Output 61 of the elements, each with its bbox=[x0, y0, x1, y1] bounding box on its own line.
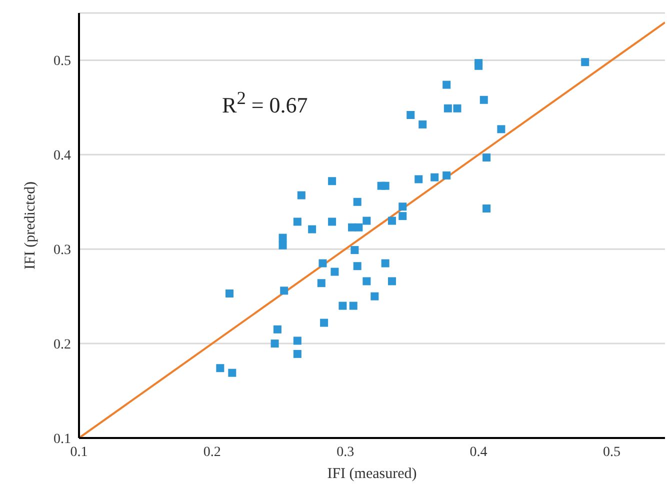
point bbox=[293, 336, 302, 345]
point bbox=[381, 182, 390, 190]
x-axis-title: IFI (measured) bbox=[327, 466, 417, 482]
point bbox=[318, 259, 327, 268]
point bbox=[328, 218, 336, 226]
point bbox=[414, 175, 423, 184]
x-tick-label: 0.5 bbox=[602, 444, 620, 460]
point bbox=[442, 171, 451, 180]
point bbox=[388, 216, 396, 225]
point bbox=[406, 111, 415, 119]
point bbox=[270, 340, 279, 348]
point bbox=[338, 302, 347, 310]
point bbox=[453, 104, 462, 112]
y-axis-title: IFI (predicted) bbox=[22, 182, 38, 270]
point bbox=[228, 368, 236, 377]
y-tick-label: 0.5 bbox=[54, 54, 71, 70]
point bbox=[482, 154, 491, 162]
x-tick-label: 0.4 bbox=[470, 444, 488, 460]
x-tick-label: 0.3 bbox=[336, 444, 354, 460]
point bbox=[353, 262, 362, 270]
y-tick-label: 0.1 bbox=[54, 432, 71, 447]
point bbox=[430, 173, 439, 182]
point bbox=[330, 268, 339, 276]
point bbox=[354, 223, 363, 232]
point bbox=[280, 286, 288, 295]
point bbox=[497, 125, 506, 134]
point bbox=[362, 277, 371, 286]
point bbox=[328, 177, 336, 186]
point bbox=[317, 279, 326, 288]
point bbox=[474, 62, 483, 70]
x-tick-label: 0.2 bbox=[203, 444, 221, 460]
point bbox=[278, 234, 287, 242]
point bbox=[362, 216, 371, 225]
point bbox=[297, 191, 306, 200]
point bbox=[278, 241, 287, 250]
point bbox=[353, 198, 362, 206]
point bbox=[581, 58, 590, 66]
point bbox=[370, 292, 379, 300]
x-tick-label: 0.1 bbox=[70, 444, 88, 460]
point bbox=[388, 277, 396, 286]
point bbox=[418, 120, 427, 128]
point bbox=[273, 325, 282, 334]
point bbox=[444, 104, 452, 112]
point bbox=[398, 212, 407, 220]
point bbox=[381, 259, 390, 268]
point bbox=[308, 225, 316, 234]
annotation: R$^{2}$ = 0.67 bbox=[222, 88, 308, 118]
point bbox=[225, 290, 234, 298]
y-tick-label: 0.4 bbox=[54, 148, 71, 164]
point bbox=[442, 80, 451, 89]
point bbox=[350, 246, 359, 254]
point bbox=[320, 318, 328, 327]
point bbox=[480, 96, 488, 104]
y-tick-label: 0.3 bbox=[54, 243, 71, 258]
point bbox=[216, 364, 224, 372]
point bbox=[293, 350, 302, 358]
point bbox=[349, 302, 358, 310]
point bbox=[398, 202, 407, 211]
point bbox=[293, 218, 302, 226]
y-tick-label: 0.2 bbox=[54, 338, 71, 353]
point bbox=[482, 204, 491, 212]
